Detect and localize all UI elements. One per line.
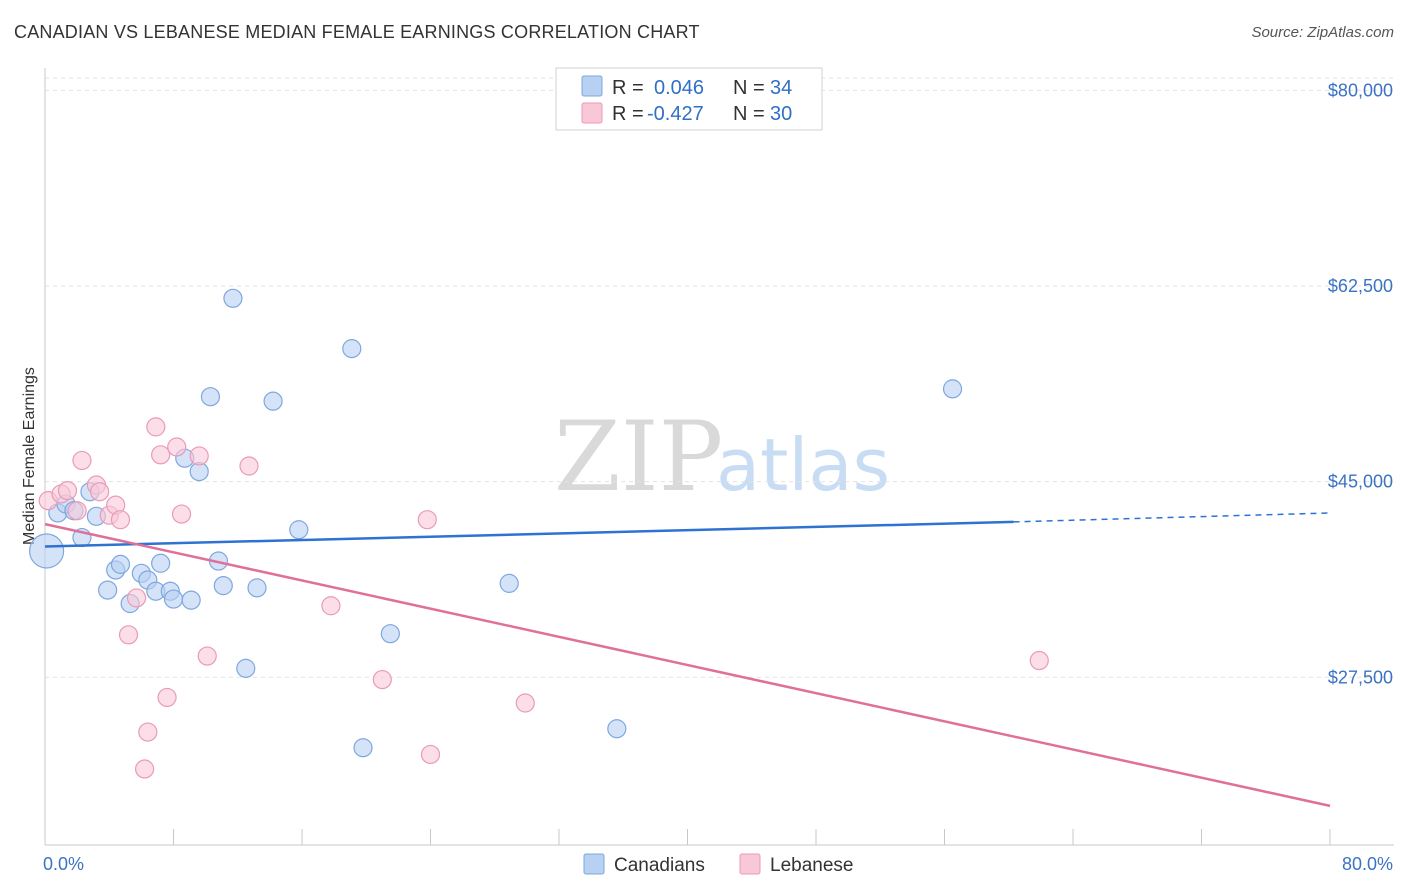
point-lebanese-22 <box>321 596 341 616</box>
point-lebanese-14 <box>146 417 166 437</box>
point-lebanese-13 <box>138 722 158 742</box>
point-canadians-32 <box>607 719 627 739</box>
point-lebanese-20 <box>197 646 217 666</box>
point-lebanese-27 <box>1029 650 1049 671</box>
trend-line-canadians <box>44 520 1014 548</box>
point-canadians-18 <box>181 590 201 610</box>
point-lebanese-17 <box>167 437 187 457</box>
point-canadians-7 <box>98 580 118 600</box>
series-legend-swatch-lebanese <box>739 853 761 875</box>
legend-swatch-canadians <box>581 75 603 97</box>
legend-r-label-lebanese: R = <box>612 103 644 125</box>
axes <box>44 68 1394 846</box>
trend-line-canadians-extension <box>1013 512 1331 523</box>
x-tick-label-max: 80.0% <box>1342 854 1393 874</box>
series-legend-label-lebanese: Lebanese <box>770 855 853 876</box>
point-canadians-24 <box>236 658 256 678</box>
point-canadians-9 <box>110 554 131 574</box>
y-tick-label-0: $27,500 <box>1328 667 1393 687</box>
point-lebanese-11 <box>126 588 147 608</box>
watermark-zip: ZIP <box>554 401 723 513</box>
watermark-atlas: atlas <box>716 423 890 507</box>
legend-r-label-canadians: R = <box>612 77 644 99</box>
x-axis-ticks <box>173 829 1331 845</box>
point-canadians-31 <box>499 573 519 593</box>
chart-source: Source: ZipAtlas.com <box>1251 24 1394 41</box>
watermark: ZIP atlas <box>554 401 890 513</box>
point-canadians-0 <box>29 533 65 569</box>
point-canadians-16 <box>163 589 184 609</box>
point-canadians-33 <box>942 379 963 399</box>
legend-n-value-lebanese: 30 <box>770 103 792 125</box>
y-tick-label-2: $62,500 <box>1328 276 1393 296</box>
point-lebanese-15 <box>151 445 171 465</box>
point-canadians-25 <box>247 578 267 598</box>
legend-swatch-lebanese <box>581 102 603 124</box>
trend-line-lebanese <box>44 522 1331 808</box>
point-lebanese-2 <box>57 480 78 501</box>
legend-n-value-canadians: 34 <box>770 77 792 99</box>
point-lebanese-25 <box>420 744 441 765</box>
trend-lines <box>44 512 1331 808</box>
y-axis-title: Median Female Earnings <box>21 367 38 545</box>
series-legend-swatch-canadians <box>583 853 605 875</box>
point-canadians-28 <box>342 339 362 359</box>
y-tick-labels: $27,500 $45,000 $62,500 $80,000 <box>1328 80 1393 687</box>
point-lebanese-24 <box>417 510 437 530</box>
y-tick-label-3: $80,000 <box>1328 80 1393 100</box>
legend-r-value-lebanese: -0.427 <box>647 103 704 125</box>
point-lebanese-6 <box>90 482 110 502</box>
point-lebanese-9 <box>110 510 131 530</box>
point-lebanese-21 <box>239 456 259 476</box>
point-canadians-29 <box>353 738 373 758</box>
point-canadians-20 <box>200 387 221 407</box>
stats-legend: R = 0.046 N = 34 R = -0.427 N = 30 <box>555 67 823 131</box>
point-canadians-27 <box>289 520 309 540</box>
point-canadians-23 <box>223 288 243 308</box>
point-canadians-14 <box>151 553 171 573</box>
point-canadians-22 <box>213 576 233 596</box>
point-lebanese-19 <box>189 446 209 466</box>
point-canadians-30 <box>380 624 400 644</box>
legend-n-label-lebanese: N = <box>733 103 765 125</box>
point-lebanese-26 <box>515 693 535 713</box>
gridlines <box>45 77 1394 678</box>
y-tick-label-1: $45,000 <box>1328 472 1393 492</box>
chart-title: CANADIAN VS LEBANESE MEDIAN FEMALE EARNI… <box>14 22 700 42</box>
x-tick-label-min: 0.0% <box>43 854 84 874</box>
point-lebanese-10 <box>118 625 139 645</box>
point-lebanese-4 <box>72 450 92 471</box>
point-lebanese-18 <box>171 504 192 524</box>
point-lebanese-23 <box>372 669 392 690</box>
series-legend: Canadians Lebanese <box>583 853 853 876</box>
series-lebanese-points <box>38 417 1049 779</box>
legend-n-label-canadians: N = <box>733 77 765 99</box>
point-lebanese-12 <box>134 759 155 779</box>
series-legend-label-canadians: Canadians <box>614 855 705 876</box>
point-canadians-26 <box>263 391 283 411</box>
legend-r-value-canadians: 0.046 <box>654 77 704 99</box>
point-lebanese-16 <box>157 687 177 708</box>
point-lebanese-3 <box>67 501 87 521</box>
series-canadians-points <box>29 288 963 758</box>
